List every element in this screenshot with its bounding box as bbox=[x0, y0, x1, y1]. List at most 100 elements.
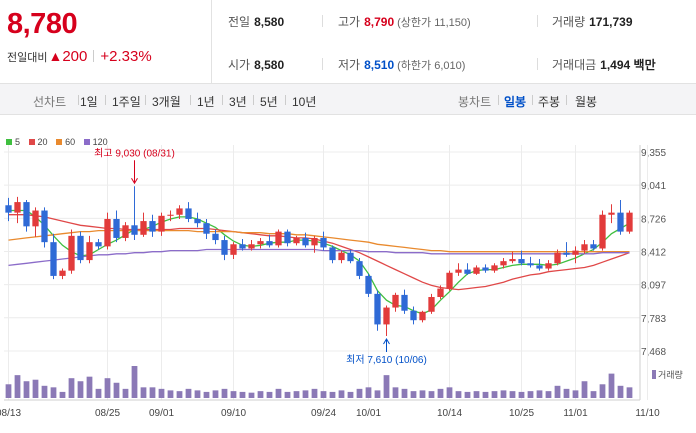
volume-bar bbox=[500, 390, 507, 398]
candle-body bbox=[392, 294, 399, 308]
period-1y[interactable]: 1년 bbox=[197, 95, 215, 109]
candle-body bbox=[419, 311, 426, 321]
divider bbox=[566, 95, 567, 105]
candle-body bbox=[545, 263, 552, 269]
volume-bar bbox=[446, 387, 453, 398]
period-3m[interactable]: 3개월 bbox=[152, 95, 181, 109]
volume-bar bbox=[131, 366, 138, 398]
candle-body bbox=[230, 244, 237, 255]
volume-bar bbox=[302, 390, 309, 398]
volume-bar bbox=[23, 381, 30, 398]
period-5y[interactable]: 5년 bbox=[260, 95, 278, 109]
y-tick-label: 8,412 bbox=[641, 247, 666, 258]
volume-bar bbox=[149, 387, 156, 398]
candle-body bbox=[104, 218, 111, 247]
period-1d[interactable]: 1일 bbox=[80, 95, 98, 109]
volume-bar bbox=[383, 375, 390, 398]
divider bbox=[253, 95, 254, 105]
candle-body bbox=[401, 294, 408, 311]
candle-body bbox=[293, 237, 300, 244]
volume-legend-label: 거래량 bbox=[658, 370, 683, 380]
lower-limit: (하한가 6,010) bbox=[397, 60, 466, 72]
volume-bar bbox=[608, 373, 615, 398]
candle-chart-label[interactable]: 봉차트 bbox=[458, 95, 492, 109]
candle-body bbox=[176, 208, 183, 215]
legend-item-ma60: 60 bbox=[56, 137, 75, 147]
volume-bar bbox=[437, 388, 444, 398]
candle-body bbox=[23, 202, 30, 227]
volume-bar bbox=[248, 392, 255, 398]
candle-body bbox=[257, 241, 264, 245]
candle-body bbox=[77, 235, 84, 261]
candle-body bbox=[14, 202, 21, 213]
candle-body bbox=[68, 235, 75, 271]
volume-bar bbox=[401, 388, 408, 398]
candle-body bbox=[581, 244, 588, 251]
candle-body bbox=[284, 231, 291, 244]
volume-bar bbox=[626, 387, 633, 398]
volume: 거래량 171,739 bbox=[552, 13, 633, 30]
volume-bar bbox=[563, 388, 570, 398]
volume-bar bbox=[329, 391, 336, 398]
volume-value: 171,739 bbox=[589, 15, 633, 29]
x-tick-label: 09/01 bbox=[149, 408, 174, 419]
candle-daily[interactable]: 일봉 bbox=[504, 95, 527, 109]
ma-line-60 bbox=[8, 229, 630, 253]
candle-body bbox=[302, 237, 309, 246]
day-high: 고가 8,790 (상한가 11,150) bbox=[338, 13, 471, 30]
candle-weekly[interactable]: 주봉 bbox=[538, 95, 561, 109]
divider bbox=[322, 58, 323, 70]
prev-close: 전일 8,580 bbox=[228, 13, 284, 30]
candle-body bbox=[455, 269, 462, 273]
quote-stats: 전일 8,580 고가 8,790 (상한가 11,150) 거래량 171,739 시… bbox=[212, 0, 696, 84]
line-chart-label[interactable]: 선차트 bbox=[33, 95, 67, 109]
price-box: 8,780 전일대비▲200 +2.33% bbox=[0, 0, 212, 84]
candle-body bbox=[563, 252, 570, 255]
ma-line-5 bbox=[8, 209, 630, 315]
y-tick-label: 9,041 bbox=[641, 181, 666, 192]
prev-close-value: 8,580 bbox=[254, 15, 285, 29]
volume-bar bbox=[176, 391, 183, 398]
volume-bar bbox=[230, 391, 237, 398]
legend-label: 5 bbox=[15, 137, 21, 147]
high-label: 고가 bbox=[338, 15, 361, 29]
period-1w[interactable]: 1주일 bbox=[112, 95, 141, 109]
volume-bar bbox=[32, 379, 39, 398]
up-arrow-icon: ▲ bbox=[48, 48, 63, 64]
open-label: 시가 bbox=[228, 58, 251, 72]
candle-body bbox=[365, 275, 372, 294]
candle-body bbox=[446, 272, 453, 289]
volume-bar bbox=[509, 391, 516, 398]
candle-body bbox=[239, 244, 246, 249]
volume-bar bbox=[455, 391, 462, 398]
ma-line-20 bbox=[8, 214, 630, 291]
volume-bar bbox=[392, 387, 399, 398]
y-tick-label: 8,726 bbox=[641, 214, 666, 225]
period-3y[interactable]: 3년 bbox=[229, 95, 247, 109]
legend-swatch bbox=[28, 139, 35, 145]
candle-monthly[interactable]: 월봉 bbox=[575, 95, 598, 109]
y-tick-label: 7,468 bbox=[641, 347, 666, 358]
candle-body bbox=[311, 237, 318, 246]
candle-body bbox=[320, 237, 327, 248]
candle-body bbox=[626, 212, 633, 232]
candle-body bbox=[50, 242, 57, 276]
candle-body bbox=[212, 233, 219, 241]
volume-bar bbox=[140, 387, 147, 398]
candle-body bbox=[338, 252, 345, 261]
candle-body bbox=[572, 250, 579, 255]
low-value: 8,510 bbox=[364, 58, 395, 72]
volume-bar bbox=[14, 375, 21, 398]
volume-bar bbox=[239, 391, 246, 398]
amount-label: 거래대금 bbox=[552, 58, 597, 72]
ma-legend: 5 20 60 120 bbox=[6, 137, 114, 147]
legend-label: 120 bbox=[92, 137, 108, 147]
period-10y[interactable]: 10년 bbox=[292, 95, 317, 109]
legend-label: 60 bbox=[65, 137, 76, 147]
stock-chart[interactable]: 9,355 9,041 8,726 8,412 8,097 7,783 7,468 08/13… bbox=[0, 130, 696, 433]
volume-bar bbox=[320, 391, 327, 398]
volume-bar bbox=[95, 388, 102, 398]
volume-bar bbox=[464, 391, 471, 398]
volume-bar bbox=[266, 391, 273, 398]
volume-bar bbox=[518, 391, 525, 398]
